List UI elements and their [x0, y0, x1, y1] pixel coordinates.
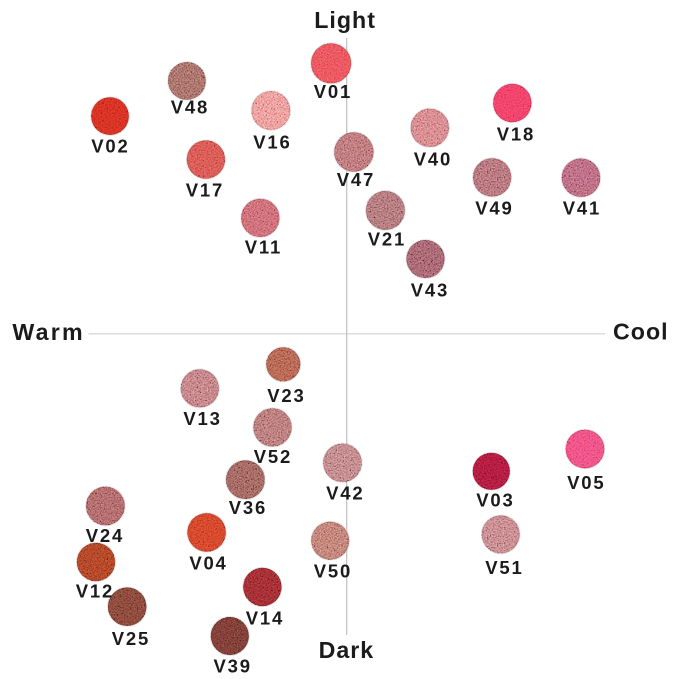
svg-text:V41: V41	[563, 198, 601, 219]
svg-text:V24: V24	[86, 525, 124, 546]
svg-text:V13: V13	[183, 408, 221, 429]
svg-text:Warm: Warm	[12, 319, 84, 345]
svg-text:V14: V14	[246, 607, 284, 628]
svg-text:V39: V39	[214, 656, 252, 677]
svg-text:V49: V49	[475, 198, 513, 219]
svg-text:V47: V47	[337, 169, 375, 190]
svg-text:V11: V11	[245, 237, 282, 258]
svg-text:Dark: Dark	[319, 637, 375, 663]
svg-text:V01: V01	[314, 81, 352, 102]
svg-text:V42: V42	[326, 483, 364, 504]
svg-text:V40: V40	[414, 148, 452, 169]
svg-text:V43: V43	[411, 280, 449, 301]
svg-text:V04: V04	[189, 553, 227, 574]
svg-text:V12: V12	[76, 581, 114, 602]
svg-text:V36: V36	[229, 497, 267, 518]
svg-text:V52: V52	[254, 446, 292, 467]
svg-text:V48: V48	[171, 97, 209, 118]
svg-text:Cool: Cool	[613, 319, 669, 345]
svg-text:V25: V25	[112, 628, 150, 649]
svg-text:V21: V21	[368, 229, 406, 250]
svg-text:V16: V16	[253, 131, 291, 152]
svg-text:V51: V51	[485, 557, 523, 578]
svg-text:V17: V17	[186, 180, 224, 201]
svg-text:V23: V23	[267, 385, 305, 406]
svg-text:V05: V05	[567, 472, 605, 493]
svg-text:V02: V02	[91, 135, 129, 156]
svg-text:V18: V18	[497, 124, 535, 145]
svg-text:Light: Light	[314, 7, 376, 33]
svg-text:V03: V03	[476, 489, 514, 510]
svg-text:V50: V50	[314, 561, 352, 582]
